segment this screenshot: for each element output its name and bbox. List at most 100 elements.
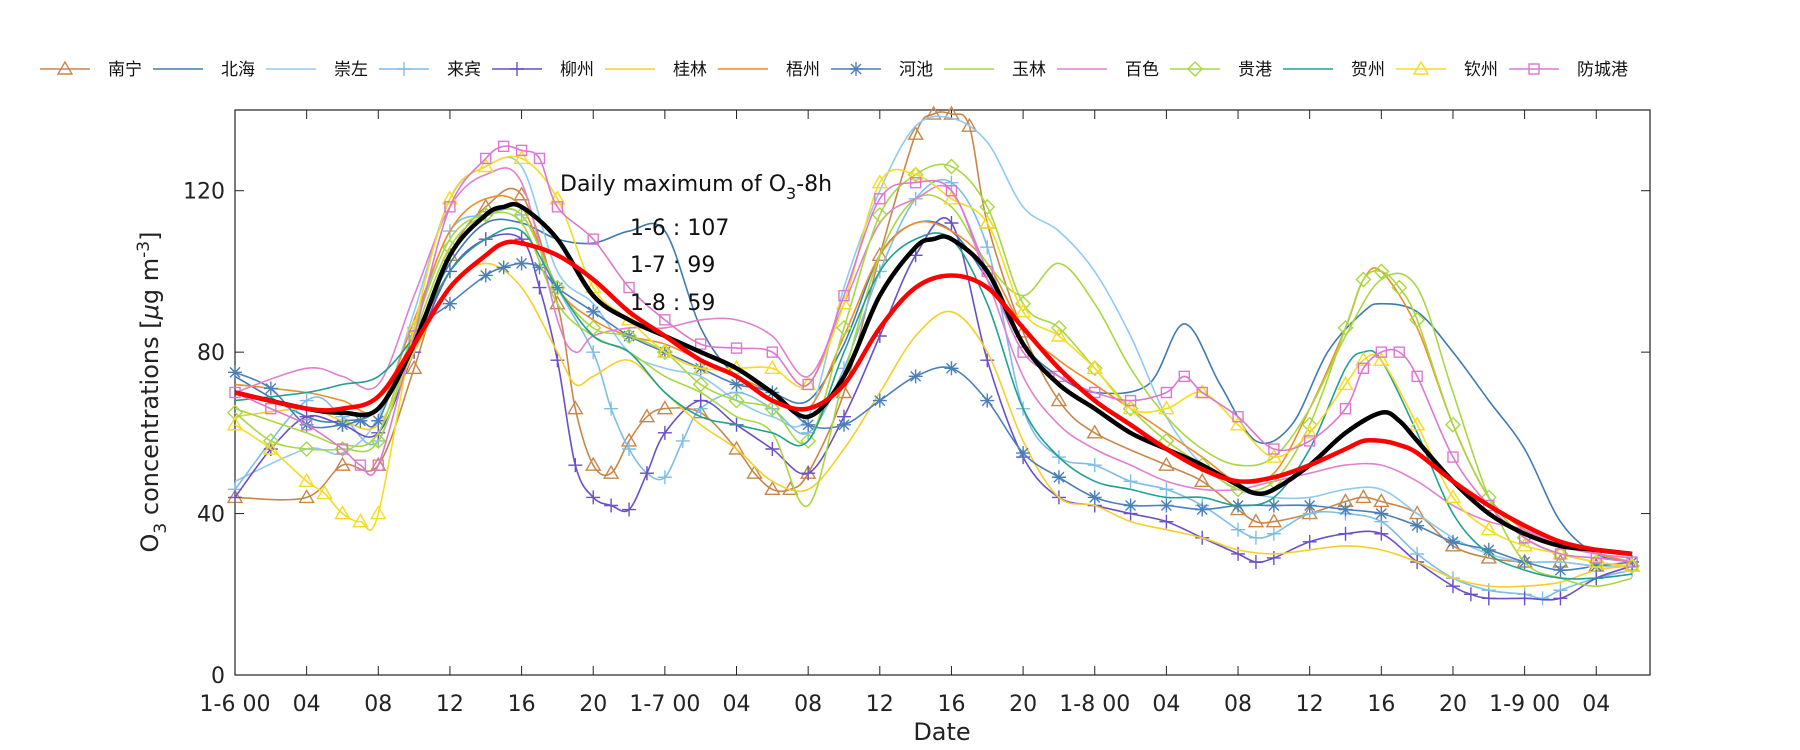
series-point	[874, 193, 886, 205]
series-point	[728, 440, 745, 455]
series-point	[1517, 591, 1532, 606]
series-point	[908, 369, 923, 384]
series-point	[909, 176, 922, 189]
series-point	[871, 206, 888, 223]
series-point	[1160, 386, 1173, 399]
series-point	[515, 144, 528, 157]
series-point	[730, 342, 743, 354]
series-point	[1554, 548, 1567, 560]
series-钦州	[226, 150, 1641, 572]
series-point	[801, 466, 816, 481]
series-point	[299, 393, 314, 408]
series-point	[354, 459, 367, 471]
series-point	[567, 400, 584, 415]
series-point	[587, 233, 599, 245]
series-point	[692, 359, 709, 374]
series-point	[477, 158, 494, 173]
series-point	[907, 166, 924, 181]
series-point	[729, 377, 744, 392]
series-point	[980, 353, 995, 368]
series-point	[1374, 526, 1389, 541]
series-point	[1248, 530, 1263, 545]
series-mean-14	[234, 201, 1633, 557]
series-point	[1303, 435, 1316, 447]
legend-label: 贵港	[1238, 60, 1272, 80]
series-point	[336, 443, 349, 455]
series-玉林	[234, 194, 1633, 587]
series-point	[586, 490, 601, 505]
series-point	[1337, 319, 1354, 336]
legend-item: 玉林	[944, 60, 1046, 80]
series-point	[480, 152, 492, 165]
series-point	[262, 440, 280, 455]
series-point	[765, 442, 780, 456]
series-point	[764, 359, 781, 374]
x-tick-label: 04	[1152, 692, 1180, 717]
series-point	[549, 279, 566, 296]
legend-label: 柳州	[560, 60, 594, 80]
series-point	[228, 490, 242, 505]
series-point	[227, 404, 243, 421]
legend-item: 崇左	[266, 60, 368, 80]
series-line	[234, 167, 1633, 559]
legend-item: 贺州	[1283, 60, 1385, 80]
series-point	[1193, 472, 1211, 487]
series-南宁	[226, 105, 1641, 572]
x-tick-label: 08	[364, 692, 392, 717]
series-point	[532, 280, 547, 295]
series-point	[1589, 559, 1604, 574]
series-point	[943, 190, 960, 205]
series-point	[728, 392, 745, 409]
series-point	[568, 458, 583, 473]
x-tick-label: 12	[1296, 692, 1324, 717]
series-point	[1158, 456, 1175, 471]
series-point	[802, 378, 814, 391]
series-point	[944, 361, 959, 376]
legend-label: 桂林	[673, 60, 707, 80]
legend-item: 北海	[153, 60, 255, 80]
series-point	[585, 456, 602, 471]
legend-item: 桂林	[605, 60, 707, 80]
series-point	[549, 190, 566, 205]
series-point	[1050, 392, 1068, 407]
series-point	[980, 240, 995, 255]
x-tick-label: 08	[794, 692, 822, 717]
series-point	[1410, 518, 1425, 533]
x-tick-label: 20	[1009, 692, 1037, 717]
series-point	[1535, 591, 1550, 606]
series-point	[372, 459, 384, 471]
series-point	[335, 417, 350, 432]
series-point	[262, 432, 279, 449]
annotation-line-2: 1-7 : 99	[630, 253, 715, 278]
x-tick-label: 04	[1582, 692, 1610, 717]
y-tick-label: 120	[183, 180, 225, 205]
series-point	[1301, 424, 1318, 439]
series-point	[1123, 498, 1138, 513]
series-point	[226, 416, 244, 431]
x-tick-label: 04	[293, 692, 321, 717]
x-tick-label: 12	[866, 692, 894, 717]
series-point	[925, 105, 942, 120]
series-point	[1590, 552, 1602, 564]
series-point	[444, 201, 456, 213]
series-line	[234, 262, 1633, 588]
series-point	[1124, 394, 1137, 407]
series-point	[1302, 534, 1317, 549]
y-tick-label: 40	[197, 503, 225, 528]
series-百色	[234, 167, 1633, 559]
plot-frame	[234, 109, 1651, 676]
series-point	[657, 470, 672, 485]
series-point	[746, 464, 763, 479]
series-point	[622, 502, 637, 517]
series-point	[979, 198, 996, 215]
series-point	[1232, 411, 1244, 423]
x-tick-label: 08	[1224, 692, 1252, 717]
series-point	[1481, 542, 1496, 557]
series-point	[1391, 279, 1408, 296]
legend-label: 来宾	[447, 60, 481, 80]
series-point	[694, 338, 707, 350]
y-tick-label: 0	[211, 664, 225, 689]
series-point	[693, 393, 708, 408]
series-point	[370, 432, 387, 449]
